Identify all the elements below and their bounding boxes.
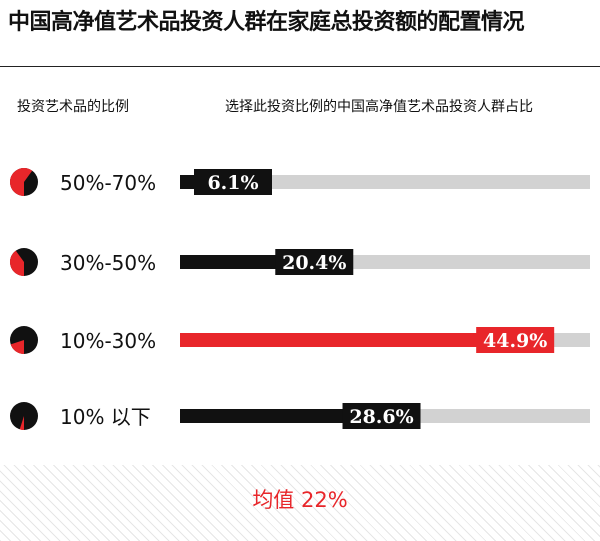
data-label-box — [275, 249, 354, 275]
column-header-ratio: 投资艺术品的比例 — [17, 99, 129, 115]
data-label-box — [342, 403, 421, 429]
pie-slice — [10, 340, 24, 354]
pie-slice — [19, 416, 24, 430]
pie-slice — [10, 168, 33, 196]
data-label-box — [194, 169, 272, 195]
data-label: 44.9% — [483, 330, 547, 352]
category-label: 50%-70% — [60, 171, 156, 195]
data-label: 6.1% — [207, 172, 258, 194]
category-label: 10% 以下 — [60, 405, 151, 429]
pie-slice — [9, 250, 24, 276]
average-banner — [0, 465, 600, 541]
data-label-box — [476, 327, 555, 353]
column-header-share: 选择此投资比例的中国高净值艺术品投资人群占比 — [225, 99, 533, 115]
title-divider — [0, 66, 600, 67]
bar-track — [180, 175, 590, 189]
category-label: 30%-50% — [60, 251, 156, 275]
data-label: 20.4% — [282, 252, 346, 274]
chart-title: 中国高净值艺术品投资人群在家庭总投资额的配置情况 — [8, 10, 525, 35]
average-value: 均值 22% — [252, 488, 348, 512]
category-label: 10%-30% — [60, 329, 156, 353]
data-label: 28.6% — [349, 406, 413, 428]
value-bar — [180, 333, 549, 347]
